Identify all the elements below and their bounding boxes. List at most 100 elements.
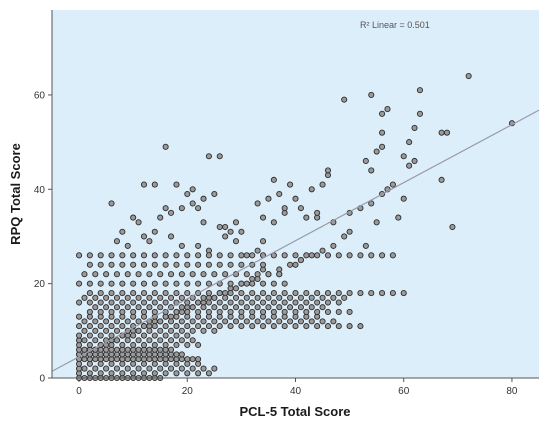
data-point <box>238 308 245 315</box>
data-point <box>281 323 288 330</box>
data-point <box>281 299 288 306</box>
data-point <box>314 299 321 306</box>
data-point <box>157 327 164 334</box>
x-tick-label: 0 <box>76 386 82 397</box>
data-point <box>416 110 424 117</box>
data-point <box>254 271 261 278</box>
data-point <box>238 228 245 235</box>
data-point <box>167 294 175 301</box>
data-point <box>238 290 245 297</box>
x-tick-label: 60 <box>398 386 410 397</box>
data-point <box>97 299 104 306</box>
data-point <box>341 96 348 103</box>
data-point <box>357 290 364 297</box>
data-point <box>119 290 126 297</box>
data-point <box>119 252 126 259</box>
data-point <box>195 370 202 377</box>
data-point <box>173 323 180 330</box>
data-point <box>222 223 229 231</box>
data-point <box>216 290 223 297</box>
data-point <box>151 332 158 339</box>
data-point <box>173 308 180 315</box>
data-point <box>162 323 169 330</box>
data-point <box>238 261 245 268</box>
data-point <box>86 252 93 259</box>
data-point <box>259 238 267 245</box>
data-point <box>259 323 267 330</box>
data-point <box>200 195 207 202</box>
data-point <box>243 271 250 278</box>
data-point <box>357 252 364 259</box>
data-point <box>86 280 93 287</box>
data-point <box>243 294 250 301</box>
data-point <box>178 318 185 325</box>
x-tick-label: 80 <box>506 386 518 397</box>
data-point <box>113 271 120 278</box>
data-point <box>232 285 240 292</box>
data-point <box>238 252 245 259</box>
data-point <box>195 323 202 330</box>
data-point <box>189 318 196 325</box>
data-point <box>76 313 83 320</box>
data-point <box>162 205 169 212</box>
data-point <box>303 308 310 315</box>
data-point <box>108 261 115 268</box>
data-point <box>238 323 245 330</box>
data-point <box>205 261 212 268</box>
data-point <box>222 304 229 311</box>
data-point <box>97 332 104 339</box>
data-point <box>189 365 196 372</box>
data-point <box>189 186 196 193</box>
data-point <box>270 280 277 287</box>
data-point <box>319 304 326 311</box>
y-tick-label: 40 <box>34 185 46 196</box>
data-point <box>297 294 304 301</box>
data-point <box>146 238 153 245</box>
data-point <box>113 365 120 372</box>
data-point <box>124 294 131 301</box>
data-point <box>211 304 218 311</box>
data-point <box>157 271 164 278</box>
data-point <box>308 294 315 301</box>
data-point <box>205 252 212 259</box>
data-point <box>81 271 88 278</box>
data-point <box>303 299 310 306</box>
data-point <box>86 332 93 339</box>
data-point <box>86 299 93 306</box>
data-point <box>146 271 153 278</box>
data-point <box>314 308 321 315</box>
data-point <box>108 332 115 339</box>
data-point <box>135 304 142 311</box>
data-point <box>227 290 234 297</box>
data-point <box>324 299 332 306</box>
data-point <box>362 157 369 165</box>
data-point <box>184 356 191 363</box>
data-point <box>232 219 240 226</box>
data-point <box>341 294 348 301</box>
data-point <box>254 247 261 254</box>
data-point <box>130 370 137 377</box>
data-point <box>287 181 294 188</box>
data-point <box>195 308 202 315</box>
data-point <box>151 299 158 306</box>
data-point <box>276 190 283 198</box>
data-point <box>308 318 315 325</box>
data-point <box>119 323 126 330</box>
data-point <box>124 337 131 344</box>
data-point <box>184 280 191 287</box>
data-point <box>379 252 386 259</box>
data-point <box>124 242 131 249</box>
data-point <box>406 162 413 169</box>
data-point <box>314 252 321 259</box>
data-point <box>324 308 332 315</box>
data-point <box>200 271 207 278</box>
data-point <box>314 323 321 330</box>
data-point <box>243 280 250 287</box>
data-point <box>195 252 202 259</box>
data-point <box>292 252 299 259</box>
x-axis-title: PCL-5 Total Score <box>239 404 350 419</box>
data-point <box>103 318 110 325</box>
data-point <box>211 190 218 198</box>
data-point <box>92 271 99 278</box>
